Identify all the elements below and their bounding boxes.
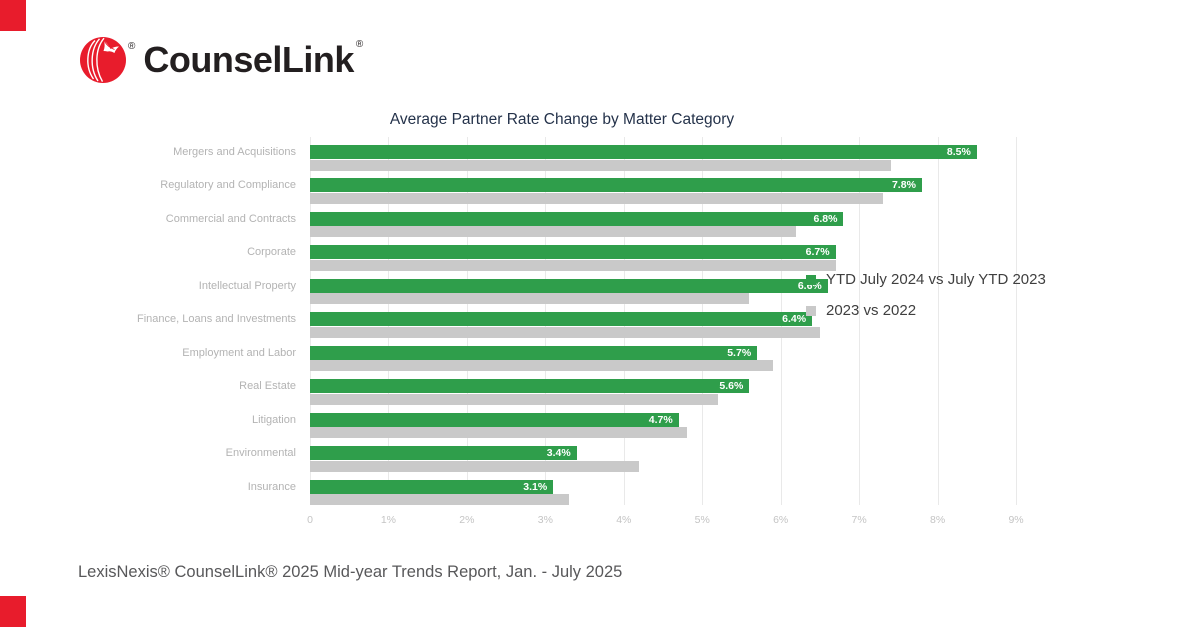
bar-prior-period <box>310 427 687 439</box>
bar-prior-period <box>310 226 797 238</box>
bar-prior-period <box>310 159 891 171</box>
registered-trademark-wordmark: ® <box>355 38 364 50</box>
brand-accent-top-left <box>0 0 26 31</box>
category-label: Finance, Loans and Investments <box>137 313 296 326</box>
bar-value-label: 6.4% <box>782 313 807 326</box>
registered-trademark-icon: ® <box>128 40 136 52</box>
plot-area: 0 1% 2% 3% 4% 5% 6% 7% 8% 9% Mergers and Acquisiti… <box>0 137 1200 537</box>
bar-current-period: 6.6% <box>310 278 828 293</box>
bar-prior-period <box>310 494 569 505</box>
bar-prior-period <box>310 192 883 204</box>
bar-prior-period <box>310 326 820 338</box>
legend-item-current-period: YTD July 2024 vs July YTD 2023 <box>806 271 1046 288</box>
bar-prior-period <box>310 460 640 472</box>
x-axis-tick-label: 2% <box>459 514 475 526</box>
bar-value-label: 8.5% <box>946 146 971 158</box>
bar-value-label: 4.7% <box>648 413 673 426</box>
bar-current-period: 5.7% <box>310 345 758 360</box>
category-label: Litigation <box>251 413 296 426</box>
bar-current-period: 3.4% <box>310 446 577 461</box>
category-label: Real Estate <box>239 380 296 393</box>
x-axis-tick-label: 8% <box>930 514 946 526</box>
bar-value-label: 6.7% <box>805 246 830 259</box>
gridline <box>1016 137 1018 505</box>
x-axis-tick-label: 4% <box>616 514 632 526</box>
bar-value-label: 6.8% <box>813 212 838 225</box>
chart-title: Average Partner Rate Change by Matter Ca… <box>389 111 735 128</box>
x-axis-tick-label: 3% <box>537 514 553 526</box>
chart-legend: YTD July 2024 vs July YTD 2023 2023 vs 2… <box>806 271 1046 333</box>
x-axis-tick-label: 6% <box>773 514 789 526</box>
category-label: Commercial and Contracts <box>165 212 296 225</box>
bar-value-label: 5.7% <box>727 346 752 359</box>
category-label: Corporate <box>247 246 296 259</box>
legend-label-current-period: YTD July 2024 vs July YTD 2023 <box>826 271 1046 288</box>
bar-current-period: 5.6% <box>310 379 750 394</box>
bar-current-period: 8.5% <box>310 145 977 159</box>
brand-accent-bottom-left <box>0 596 26 627</box>
bar-prior-period <box>310 259 836 271</box>
gridline <box>859 137 861 505</box>
category-label: Regulatory and Compliance <box>160 179 296 192</box>
category-label: Mergers and Acquisitions <box>173 146 296 158</box>
x-axis-tick-label: 5% <box>694 514 710 526</box>
category-label: Environmental <box>225 447 296 460</box>
category-label: Intellectual Property <box>198 279 296 292</box>
counsellink-logo: ® CounselLink ® <box>80 35 364 85</box>
bar-current-period: 6.4% <box>310 312 813 327</box>
x-axis-tick-label: 9% <box>1008 514 1024 526</box>
bar-current-period: 4.7% <box>310 412 679 427</box>
bar-prior-period <box>310 393 718 405</box>
bar-prior-period <box>310 293 750 305</box>
bar-value-label: 3.1% <box>523 480 548 493</box>
category-label: Insurance <box>247 480 296 493</box>
legend-swatch-gray <box>806 305 816 316</box>
legend-label-prior-period: 2023 vs 2022 <box>826 302 917 319</box>
bar-value-label: 3.4% <box>546 447 571 460</box>
x-axis-tick-label: 7% <box>851 514 867 526</box>
category-label: Employment and Labor <box>182 346 296 359</box>
source-citation: LexisNexis® CounselLink® 2025 Mid-year T… <box>78 563 623 581</box>
bar-current-period: 3.1% <box>310 479 554 494</box>
gridline <box>937 137 939 505</box>
legend-item-prior-period: 2023 vs 2022 <box>806 302 1046 319</box>
bar-current-period: 7.8% <box>310 178 922 193</box>
bar-value-label: 7.8% <box>891 179 916 192</box>
x-axis-tick-label: 0 <box>307 514 313 526</box>
bar-value-label: 5.6% <box>719 380 744 393</box>
bar-prior-period <box>310 360 773 372</box>
bar-current-period: 6.8% <box>310 211 844 226</box>
x-axis-tick-label: 1% <box>380 514 397 526</box>
lexisnexis-globe-icon <box>80 37 126 83</box>
bar-current-period: 6.7% <box>310 245 836 260</box>
legend-swatch-green <box>806 274 816 285</box>
logo-wordmark: CounselLink <box>143 39 354 80</box>
